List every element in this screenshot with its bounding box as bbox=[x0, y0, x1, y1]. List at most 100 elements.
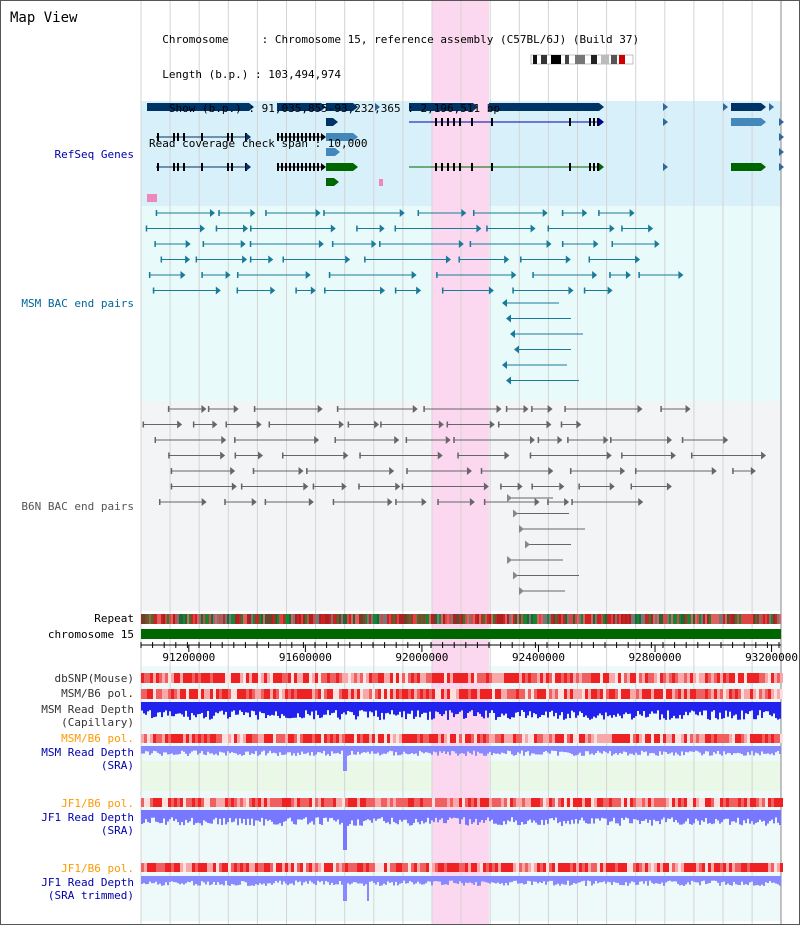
depth-bar bbox=[399, 702, 401, 712]
pol-cell bbox=[615, 798, 618, 807]
pol-cell bbox=[498, 734, 501, 743]
bac-end-right bbox=[458, 240, 464, 248]
depth-bar bbox=[709, 746, 711, 756]
depth-bar bbox=[371, 746, 373, 752]
pol-cell bbox=[177, 863, 180, 872]
depth-bar bbox=[403, 876, 405, 881]
depth-bar bbox=[761, 702, 763, 718]
pol-cell bbox=[408, 689, 411, 699]
depth-bar bbox=[417, 876, 419, 882]
pol-cell bbox=[285, 798, 288, 807]
depth-bar bbox=[439, 702, 441, 715]
dbsnp-track-label: dbSNP(Mouse) bbox=[55, 672, 134, 685]
depth-bar bbox=[323, 702, 325, 715]
repeat-segment bbox=[397, 614, 399, 624]
depth-bar bbox=[755, 876, 757, 886]
pol-cell bbox=[627, 673, 630, 683]
depth-bar bbox=[359, 810, 361, 826]
depth-bar bbox=[227, 746, 229, 752]
pol-cell bbox=[477, 798, 480, 807]
depth-bar bbox=[669, 746, 671, 754]
repeat-segment bbox=[401, 614, 403, 624]
depth-bar bbox=[433, 746, 435, 752]
pol-cell bbox=[750, 673, 753, 683]
pol-cell bbox=[369, 689, 372, 699]
depth-bar bbox=[575, 702, 577, 718]
depth-bar bbox=[161, 876, 163, 886]
repeat-segment bbox=[203, 614, 205, 624]
depth-bar bbox=[749, 876, 751, 883]
pol-cell bbox=[690, 673, 693, 683]
pol-cell bbox=[672, 798, 675, 807]
repeat-segment bbox=[629, 614, 631, 624]
pol-cell bbox=[342, 798, 345, 807]
depth-bar bbox=[727, 746, 729, 753]
depth-bar bbox=[273, 876, 275, 884]
depth-bar bbox=[211, 810, 213, 824]
pol-cell bbox=[636, 673, 639, 683]
pol-cell bbox=[525, 673, 528, 683]
repeat-segment bbox=[769, 614, 771, 624]
depth-bar bbox=[751, 746, 753, 752]
depth-bar bbox=[173, 810, 175, 822]
depth-bar bbox=[573, 746, 575, 756]
depth-bar bbox=[599, 810, 601, 821]
bac-end-right bbox=[666, 482, 672, 491]
pol-cell bbox=[771, 734, 774, 743]
depth-bar bbox=[251, 876, 253, 886]
pol-cell bbox=[384, 673, 387, 683]
repeat-segment bbox=[701, 614, 703, 624]
pol-cell bbox=[510, 734, 513, 743]
depth-bar bbox=[199, 702, 201, 714]
pol-cell bbox=[318, 734, 321, 743]
bac-end-left bbox=[347, 421, 350, 428]
pol-cell bbox=[153, 673, 156, 683]
pol-cell bbox=[141, 863, 144, 872]
bac-end-left bbox=[364, 256, 366, 263]
repeat-segment bbox=[425, 614, 427, 624]
pol-cell bbox=[156, 689, 159, 699]
pol-cell bbox=[741, 689, 744, 699]
pol-cell bbox=[432, 798, 435, 807]
msm-bac-track-label: MSM BAC end pairs bbox=[21, 297, 134, 310]
depth-bar bbox=[391, 746, 393, 752]
bac-end-right bbox=[723, 436, 729, 444]
depth-bar bbox=[243, 746, 245, 755]
gene-exon bbox=[313, 163, 315, 171]
repeat-segment bbox=[219, 614, 221, 624]
pol-cell bbox=[729, 673, 732, 683]
bac-end-pair bbox=[537, 436, 563, 444]
depth-bar bbox=[623, 810, 625, 820]
pol-cell bbox=[570, 798, 573, 807]
depth-bar bbox=[189, 702, 191, 720]
pol-cell bbox=[753, 689, 756, 699]
pol-cell bbox=[741, 734, 744, 743]
depth-bar bbox=[683, 810, 685, 824]
depth-bar bbox=[735, 702, 737, 715]
depth-bar bbox=[605, 810, 607, 819]
msm-depth-sra-sublabel: (SRA) bbox=[101, 759, 134, 772]
depth-bar bbox=[769, 876, 771, 882]
depth-bar bbox=[655, 702, 657, 714]
depth-bar bbox=[463, 810, 465, 818]
depth-bar bbox=[321, 810, 323, 825]
depth-bar bbox=[451, 702, 453, 713]
pol-cell bbox=[213, 863, 216, 872]
jf1-depth-trimmed-label: JF1 Read Depth bbox=[41, 876, 134, 889]
repeat-segment bbox=[317, 614, 319, 624]
depth-bar bbox=[421, 810, 423, 821]
depth-bar bbox=[521, 876, 523, 884]
repeat-segment bbox=[589, 614, 591, 624]
jf1-depth-sra-label: JF1 Read Depth bbox=[41, 811, 134, 824]
depth-bar bbox=[603, 746, 605, 752]
pol-cell bbox=[399, 863, 402, 872]
repeat-segment bbox=[733, 614, 735, 624]
depth-bar bbox=[407, 746, 409, 755]
bac-end-left bbox=[312, 483, 315, 490]
pol-cell bbox=[558, 673, 561, 683]
bac-end-right bbox=[394, 436, 400, 444]
bac-end-left bbox=[732, 468, 734, 474]
pol-cell bbox=[327, 863, 330, 872]
depth-bar bbox=[279, 876, 281, 881]
